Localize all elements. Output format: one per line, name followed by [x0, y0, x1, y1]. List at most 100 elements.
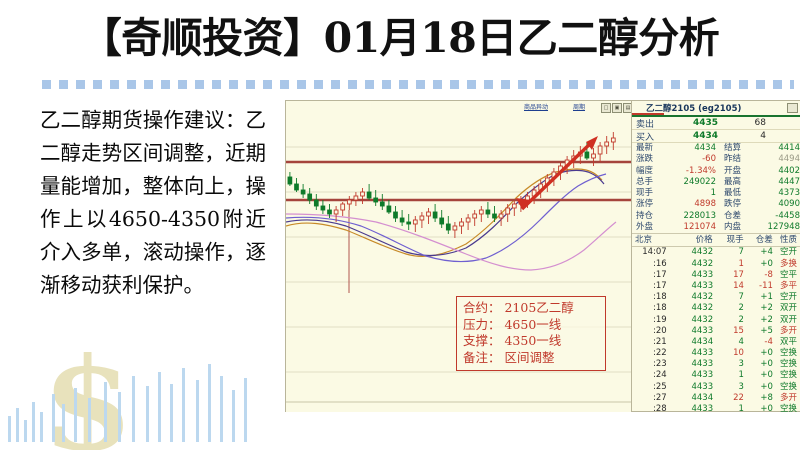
tick-price: 4432	[691, 258, 714, 269]
watermark-bar	[232, 390, 235, 442]
tick-row: :16 4432 1 +0 多换	[632, 259, 800, 270]
tick-row: :22 4433 10 +0 空换	[632, 348, 800, 359]
tick-price: 4433	[691, 269, 714, 280]
ma-line-20	[286, 173, 607, 263]
tick-time: :28	[653, 404, 667, 414]
tick-row: :19 4432 2 +2 双开	[632, 315, 800, 326]
tick-type: 多开	[779, 325, 797, 336]
tick-time: :22	[653, 348, 667, 359]
quote-stat-label: 外盘	[636, 222, 654, 233]
tick-type: 空平	[779, 269, 797, 280]
watermark-bar	[170, 384, 173, 442]
watermark-bar	[104, 382, 107, 442]
tick-type: 空换	[779, 359, 797, 370]
tick-volume: 14	[733, 280, 744, 291]
quote-stat-label: 幅度	[636, 165, 654, 176]
toolbar-link-period[interactable]: 周期	[573, 104, 586, 111]
ma-line-60	[286, 213, 617, 271]
ask-volume: 68	[754, 118, 766, 128]
tick-time: :18	[653, 292, 667, 303]
bid-volume: 4	[760, 131, 766, 141]
quote-stat-value-2: 4090	[778, 199, 800, 210]
tick-oi-change: +5	[760, 325, 773, 336]
tick-oi-change: +0	[760, 348, 773, 359]
tick-header-volume: 现手	[726, 235, 744, 246]
quote-stat-label: 最新	[636, 143, 654, 153]
annotation-resistance: 压力： 4650一线	[463, 316, 562, 332]
page-title: 【奇顺投资】01月18日乙二醇分析	[80, 14, 720, 62]
quote-stat-row: 涨跌 -60 昨结 4494	[632, 154, 800, 165]
tick-volume: 17	[733, 269, 744, 280]
tick-oi-change: +2	[760, 314, 773, 325]
tick-row: :20 4433 15 +5 多开	[632, 326, 800, 337]
quote-panel[interactable]: 乙二醇2105 (eg2105) 卖出 4435 68 买入 4434 4 最新…	[631, 101, 800, 414]
candlestick-series	[287, 132, 616, 238]
tick-time: :17	[653, 280, 667, 291]
tick-type: 空开	[779, 247, 797, 258]
title-bar: 【奇顺投资】01月18日乙二醇分析	[0, 8, 800, 89]
quote-stat-label-2: 内盘	[724, 222, 742, 233]
tick-oi-change: +0	[760, 359, 773, 370]
watermark-bar	[8, 416, 11, 442]
analysis-annotation-box: 合约： 2105乙二醇 压力： 4650一线 支撑： 4350一线 备注： 区间…	[456, 296, 606, 371]
quote-stat-value-2: 4373	[778, 188, 800, 199]
tick-header-time: 北京	[635, 235, 653, 246]
quote-stat-label-2: 最高	[724, 176, 742, 187]
quote-stat-row: 总手 249022 最高 4447	[632, 177, 800, 188]
toolbar-button-2[interactable]: ▣	[612, 103, 622, 113]
header-red-accent	[632, 113, 664, 115]
quote-stat-value: -60	[702, 154, 716, 165]
moving-average-lines	[286, 168, 617, 271]
tick-row: :18 4432 2 +2 双开	[632, 303, 800, 314]
quote-stat-row: 涨停 4898 跌停 4090	[632, 199, 800, 210]
tick-row: :25 4433 3 +0 空换	[632, 382, 800, 393]
tick-table-body[interactable]: 14:07 4432 7 +4 空开:16 4432 1 +0 多换:17 4433 17 -8 空平:…	[632, 247, 800, 422]
quote-stat-label-2: 最低	[724, 188, 742, 199]
quote-stat-value-2: 4494	[778, 154, 800, 165]
dollar-sign-icon: $	[42, 352, 134, 450]
commentary-text: 乙二醇期货操作建议：乙二醇走势区间调整，近期量能增加，整体向上，操作上以4650…	[40, 108, 266, 297]
tick-time: :17	[653, 269, 667, 280]
watermark-bar	[132, 376, 135, 442]
tick-row: 14:07 4432 7 +4 空开	[632, 247, 800, 258]
quote-stat-value-2: -4458	[775, 210, 800, 221]
annotation-support: 支撑： 4350一线	[463, 333, 562, 348]
tick-price: 4433	[691, 359, 714, 370]
tick-time: :21	[653, 336, 667, 347]
tick-oi-change: +2	[760, 303, 773, 314]
tick-volume: 1	[738, 404, 744, 414]
quote-stat-label: 现手	[636, 188, 654, 199]
tick-price: 4432	[691, 314, 714, 325]
tick-oi-change: +0	[760, 258, 773, 269]
tick-volume: 7	[738, 247, 744, 258]
chart-toolbar[interactable]: 商品异动 周期 □ ▣ ▤ ▥	[286, 101, 644, 115]
tick-volume: 2	[738, 303, 744, 314]
tick-type: 空换	[779, 381, 797, 392]
tick-type: 双开	[779, 314, 797, 325]
tick-row: :21 4434 4 -4 双平	[632, 337, 800, 348]
tick-row: :18 4432 7 +1 空开	[632, 292, 800, 303]
tick-type: 多平	[779, 280, 797, 291]
quote-stat-row: 最新 4434 结算 4414	[632, 143, 800, 154]
tick-header-price: 价格	[695, 235, 713, 246]
watermark-bar	[118, 392, 121, 442]
restore-window-icon[interactable]	[787, 103, 798, 113]
toolbar-button-1[interactable]: □	[601, 103, 611, 113]
toolbar-link-commodity-movement[interactable]: 商品异动	[524, 104, 549, 111]
tick-price: 4432	[691, 292, 714, 303]
quote-statistics-table: 最新 4434 结算 4414 涨跌 -60 昨结 4494 幅度 -1.34% 开盘 4402 总手 2…	[632, 143, 800, 233]
tick-price: 4433	[691, 280, 714, 291]
quote-stat-value: 249022	[683, 176, 716, 187]
tick-time: 14:07	[642, 247, 667, 258]
tick-type: 空换	[779, 370, 797, 381]
watermark-bar	[62, 404, 65, 442]
candlestick-chart[interactable]: 合约： 2105乙二醇 压力： 4650一线 支撑： 4350一线 备注： 区间…	[286, 114, 631, 412]
watermark-bar	[244, 378, 247, 442]
bid-label: 买入	[636, 132, 655, 143]
quote-panel-header: 乙二醇2105 (eg2105)	[632, 101, 800, 117]
contract-title: 乙二醇2105 (eg2105)	[646, 104, 742, 114]
ask-price: 4435	[692, 118, 718, 128]
trading-terminal-window[interactable]: 商品异动 周期 □ ▣ ▤ ▥	[285, 100, 800, 414]
tick-price: 4433	[691, 404, 714, 414]
tick-header-type: 性质	[780, 235, 798, 246]
